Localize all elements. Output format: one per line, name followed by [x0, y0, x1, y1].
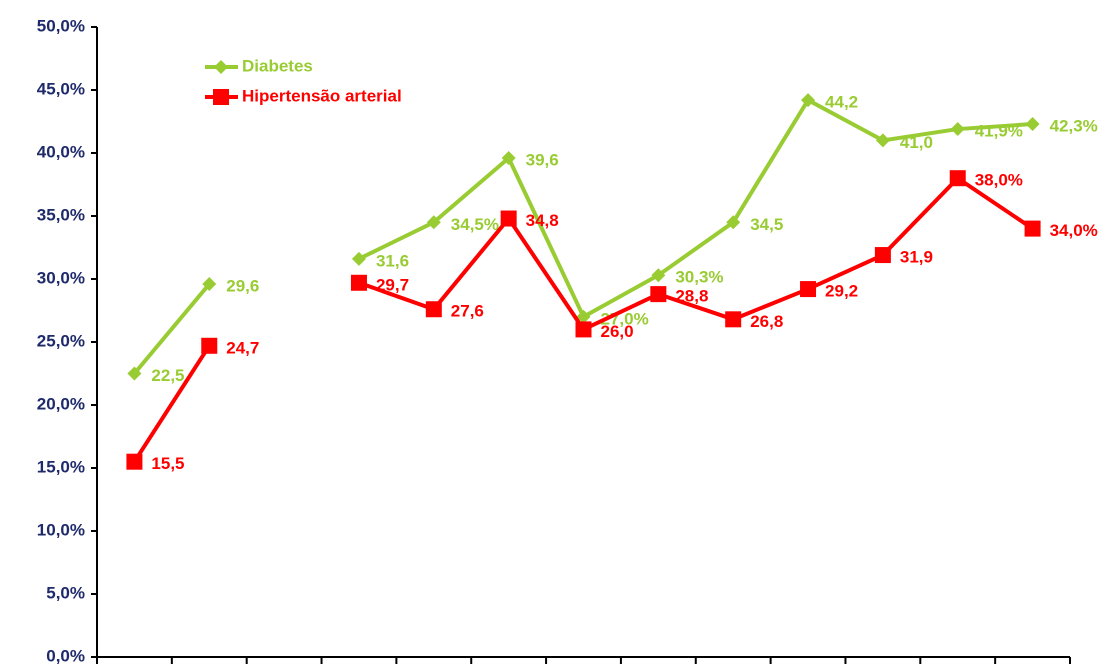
point — [874, 247, 891, 264]
point — [350, 274, 367, 291]
legend-marker — [214, 60, 228, 74]
point — [425, 301, 442, 318]
legend-marker — [213, 89, 229, 105]
data-label: 30,3% — [675, 268, 723, 287]
point — [202, 277, 217, 292]
data-label: 22,5 — [151, 366, 184, 385]
data-label: 24,7 — [226, 338, 259, 357]
point — [351, 251, 366, 266]
y-tick-label: 25,0% — [37, 331, 85, 350]
point — [650, 286, 667, 303]
point — [500, 210, 517, 227]
y-tick-label: 5,0% — [46, 583, 85, 602]
y-tick-label: 20,0% — [37, 394, 85, 413]
point — [726, 215, 741, 230]
data-label: 26,8 — [750, 312, 783, 331]
y-tick-label: 30,0% — [37, 268, 85, 287]
point — [1024, 220, 1041, 237]
point — [1025, 117, 1040, 132]
point — [575, 321, 592, 338]
point — [875, 133, 890, 148]
data-label: 34,5 — [750, 215, 783, 234]
legend-label: Hipertensão arterial — [242, 86, 402, 105]
y-tick-label: 10,0% — [37, 520, 85, 539]
point — [201, 337, 218, 354]
data-label: 15,5 — [151, 454, 184, 473]
y-tick-label: 50,0% — [37, 16, 85, 35]
point — [501, 151, 516, 166]
data-label: 28,8 — [675, 287, 708, 306]
data-label: 34,5% — [451, 215, 499, 234]
series-line — [132, 175, 1034, 463]
y-tick-label: 0,0% — [46, 646, 85, 665]
point — [801, 93, 816, 108]
point — [126, 453, 143, 470]
data-label: 44,2 — [825, 93, 858, 112]
data-label: 41,9% — [975, 122, 1023, 141]
data-label: 26,0 — [601, 322, 634, 341]
point — [725, 311, 742, 328]
data-label: 29,2 — [825, 282, 858, 301]
point — [651, 268, 666, 283]
point — [800, 281, 817, 298]
point — [576, 309, 591, 324]
y-tick-label: 40,0% — [37, 142, 85, 161]
point — [950, 122, 965, 137]
legend-label: Diabetes — [242, 56, 313, 75]
data-label: 34,8 — [526, 211, 559, 230]
data-label: 31,9 — [900, 248, 933, 267]
y-tick-label: 15,0% — [37, 457, 85, 476]
point — [426, 215, 441, 230]
point — [949, 170, 966, 187]
data-label: 39,6 — [526, 151, 559, 170]
series-line — [132, 97, 1033, 375]
data-label: 29,7 — [376, 275, 409, 294]
data-label: 31,6 — [376, 251, 409, 270]
data-label: 34,0% — [1050, 221, 1098, 240]
point — [127, 366, 142, 381]
y-tick-label: 45,0% — [37, 79, 85, 98]
y-tick-label: 35,0% — [37, 205, 85, 224]
data-label: 29,6 — [226, 277, 259, 296]
data-label: 38,0% — [975, 171, 1023, 190]
data-label: 27,6 — [451, 302, 484, 321]
data-label: 41,0 — [900, 133, 933, 152]
data-label: 42,3% — [1050, 117, 1098, 136]
